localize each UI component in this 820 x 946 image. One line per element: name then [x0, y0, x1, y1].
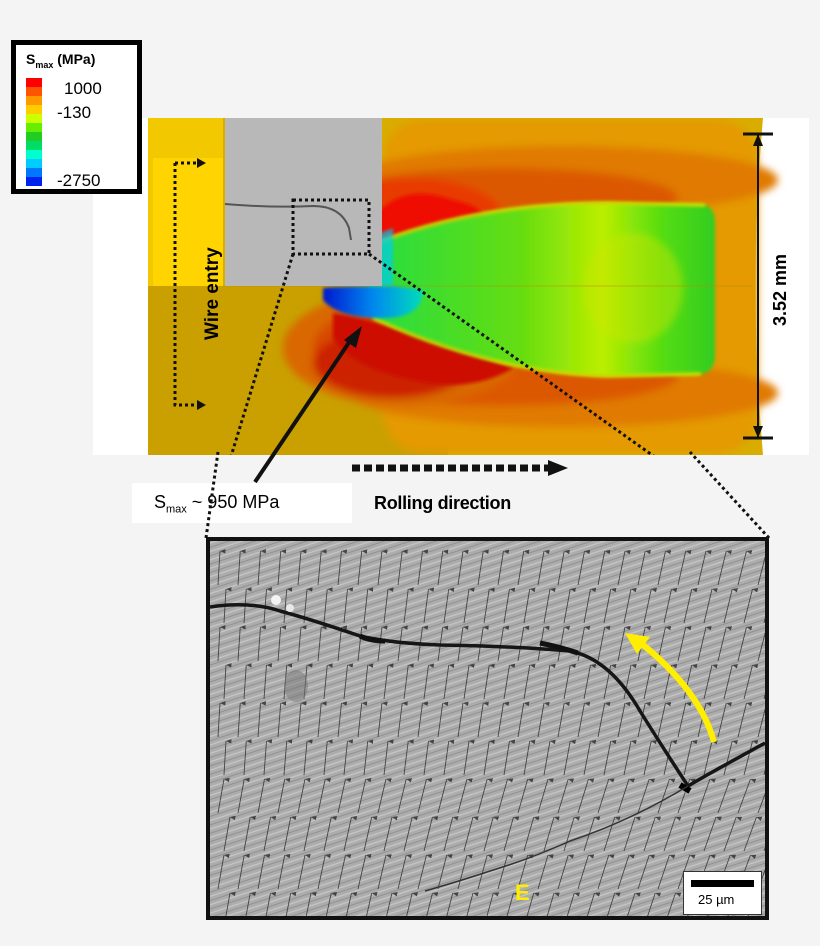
grain-label: E [515, 880, 530, 905]
rolling-direction-label: Rolling direction [374, 493, 511, 513]
legend-max-value: 1000 [64, 79, 102, 98]
micrograph-image [210, 541, 765, 916]
smax-pointer-arrow [253, 336, 354, 484]
arrow-head-icon [344, 326, 362, 348]
legend-colorbar [26, 78, 42, 186]
scale-bar-line [691, 880, 754, 887]
stress-contour-plot [148, 118, 778, 455]
smax-callout: Smax ~ 950 MPa [132, 483, 352, 523]
fe-stress-map: Wire entry 3.52 mm [93, 118, 809, 455]
scale-bar: 25 µm [683, 871, 762, 915]
rolling-arrow-head-icon [548, 460, 568, 476]
rotation-arrow [640, 641, 717, 743]
legend-mid-value: -130 [57, 103, 92, 122]
stress-legend: Smax (MPa) 1000 -130 -2750 [11, 40, 142, 194]
zoom-region-box [291, 198, 371, 256]
legend-title: Smax (MPa) [26, 51, 96, 70]
scale-bar-label: 25 µm [698, 892, 735, 907]
smax-callout-text: Smax ~ 950 MPa [154, 492, 280, 516]
rotation-arrow-head-icon [625, 633, 650, 654]
legend-min-value: -2750 [57, 171, 101, 190]
sem-micrograph: E 25 µm [206, 537, 769, 920]
